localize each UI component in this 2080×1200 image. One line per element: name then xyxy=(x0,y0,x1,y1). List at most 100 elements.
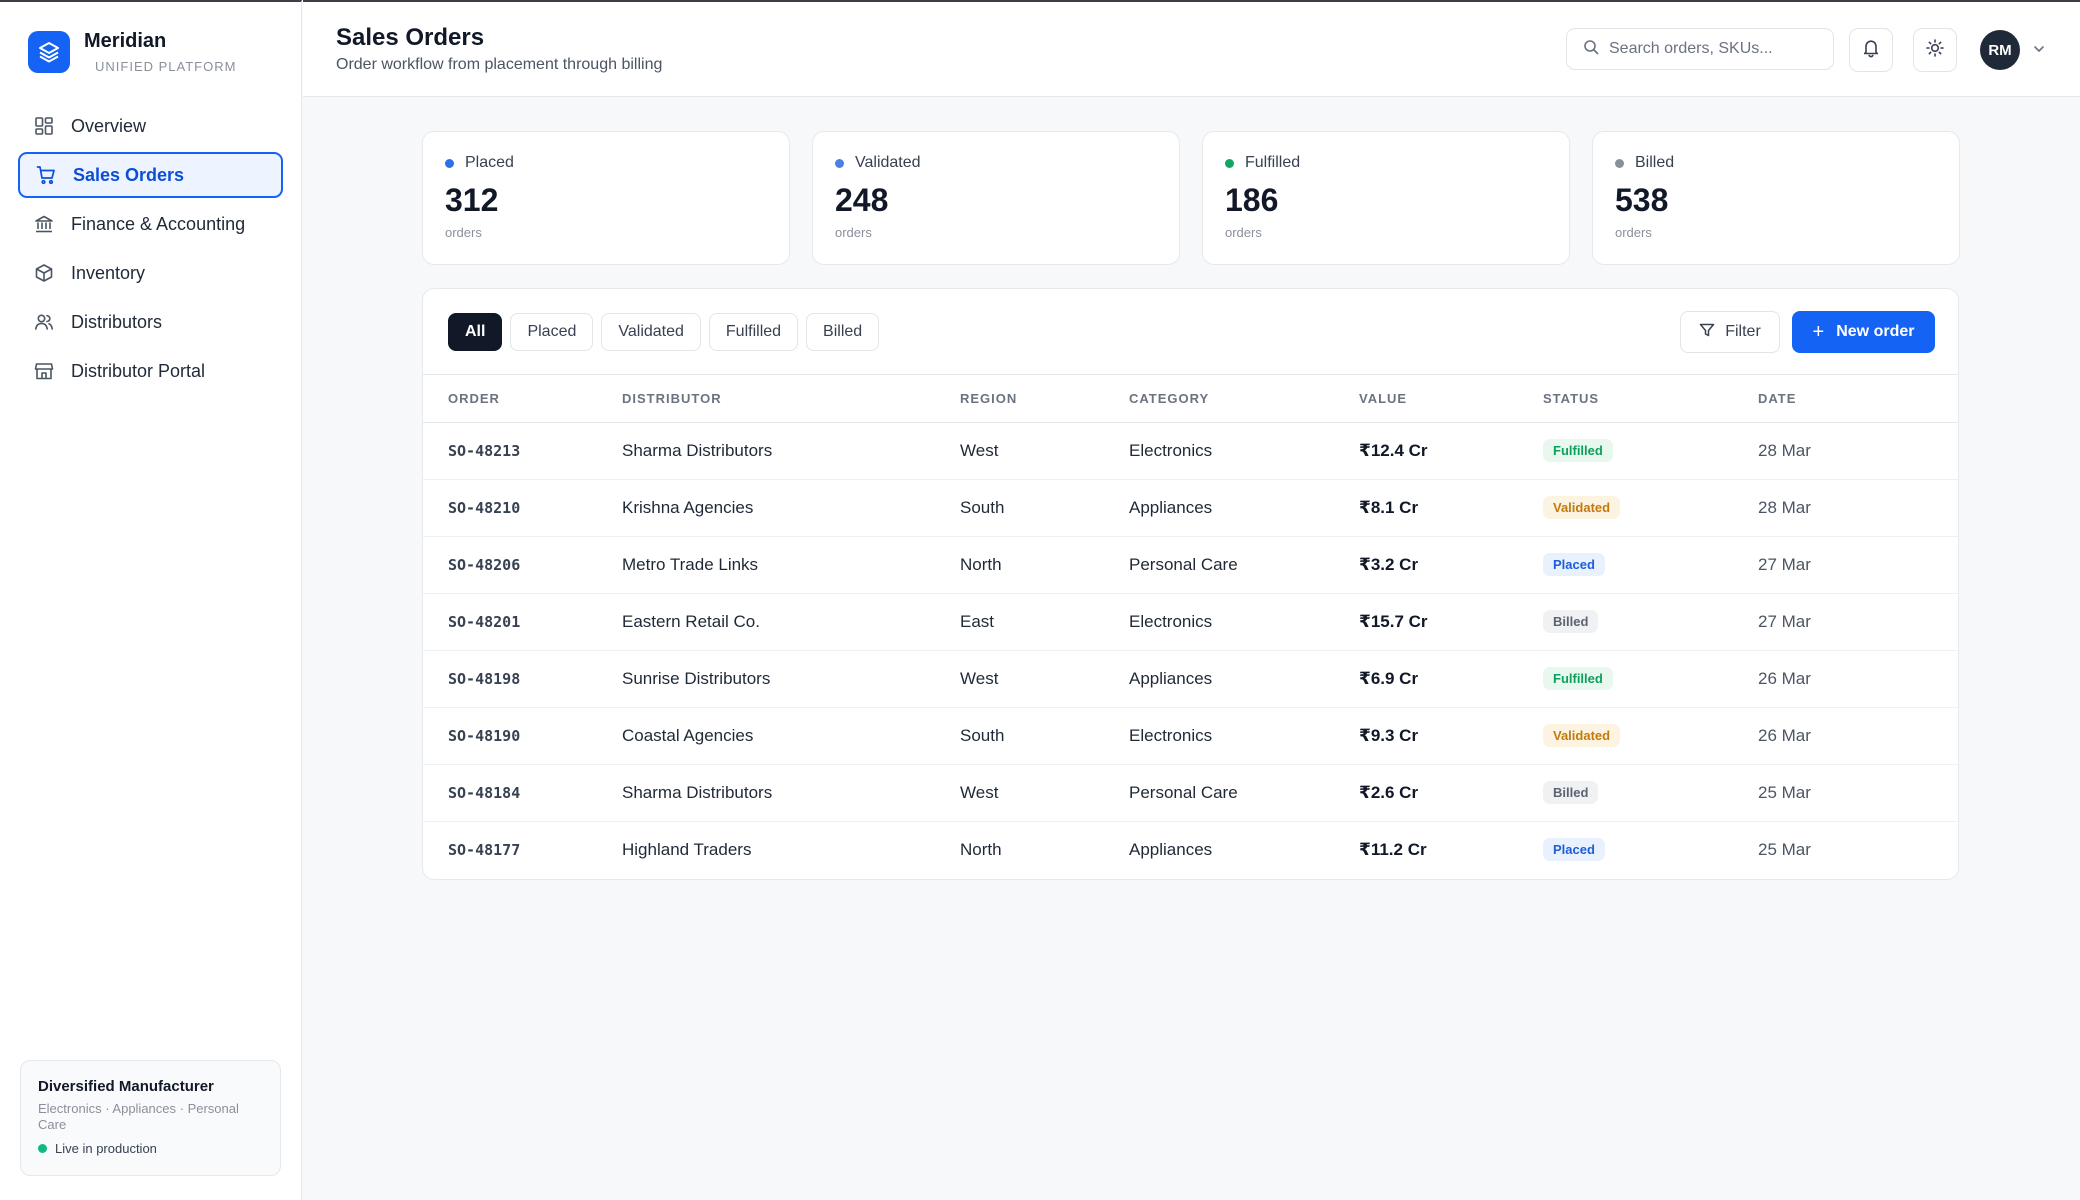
table-row[interactable]: SO-48213 Sharma Distributors West Electroni… xyxy=(423,422,1958,479)
filter-pill-validated[interactable]: Validated xyxy=(601,313,701,351)
filter-pill-billed[interactable]: Billed xyxy=(806,313,880,351)
category-cell: Electronics xyxy=(1129,440,1213,460)
order-id-cell[interactable]: SO-48198 xyxy=(448,669,521,688)
page-subtitle: Order workflow from placement through bi… xyxy=(336,56,663,73)
status-badge: Billed xyxy=(1543,781,1599,804)
stat-label: Placed xyxy=(445,154,767,172)
date-cell: 27 Mar xyxy=(1758,611,1811,631)
order-id-cell[interactable]: SO-48210 xyxy=(448,498,521,517)
status-dot xyxy=(1225,158,1234,168)
store-icon xyxy=(33,360,55,382)
sidebar-item-finance[interactable]: Finance & Accounting xyxy=(18,201,283,247)
sidebar-item-distributors[interactable]: Distributors xyxy=(18,299,283,345)
user-avatar[interactable]: RM xyxy=(1980,30,2020,70)
column-header-status[interactable]: STATUS xyxy=(1543,390,1600,406)
distributor-cell: Sunrise Distributors xyxy=(622,668,771,688)
status-cell: Billed xyxy=(1543,593,1758,650)
page-title: Sales Orders xyxy=(336,24,485,51)
order-id-cell[interactable]: SO-48206 xyxy=(448,555,521,574)
order-id-cell[interactable]: SO-48190 xyxy=(448,726,521,745)
order-stats: Placed 312 orders Validated 248 orders F… xyxy=(422,131,1982,265)
stat-card-validated[interactable]: Validated 248 orders xyxy=(812,131,1180,265)
filter-button[interactable]: Filter xyxy=(1680,311,1780,353)
org-status: Live in production xyxy=(38,1141,263,1156)
stat-value: 538 xyxy=(1615,182,1669,218)
filter-pill-fulfilled[interactable]: Fulfilled xyxy=(708,313,799,351)
status-badge: Fulfilled xyxy=(1543,439,1613,462)
search-box[interactable] xyxy=(1566,28,1834,70)
table-header-row: ORDER DISTRIBUTOR REGION CATEGORY VALUE … xyxy=(423,375,1958,422)
sidebar-item-label: Finance & Accounting xyxy=(71,213,246,234)
category-cell: Personal Care xyxy=(1129,782,1238,802)
filter-pill-placed[interactable]: Placed xyxy=(510,313,594,351)
brand-name: Meridian xyxy=(84,30,167,52)
brand[interactable]: Meridian UNIFIED PLATFORM xyxy=(28,30,236,74)
date-cell: 27 Mar xyxy=(1758,554,1811,574)
stat-value: 186 xyxy=(1225,182,1279,218)
sidebar-item-label: Distributors xyxy=(71,311,163,332)
new-order-button[interactable]: + New order xyxy=(1792,311,1935,353)
org-subtitle: Electronics · Appliances · Personal Care xyxy=(38,1101,239,1132)
column-header-region[interactable]: REGION xyxy=(960,390,1018,406)
stat-label-text: Fulfilled xyxy=(1245,154,1301,171)
cart-icon xyxy=(35,164,57,186)
status-filter-pills: All Placed Validated Fulfilled Billed xyxy=(448,313,887,351)
organization-card[interactable]: Diversified Manufacturer Electronics · A… xyxy=(20,1060,281,1176)
region-cell: North xyxy=(960,554,1002,574)
new-order-label: New order xyxy=(1836,323,1915,340)
value-cell: ₹12.4 Cr xyxy=(1359,440,1428,460)
order-id-cell[interactable]: SO-48177 xyxy=(448,840,521,859)
date-cell: 26 Mar xyxy=(1758,725,1811,745)
value-cell: ₹6.9 Cr xyxy=(1359,668,1419,688)
sidebar-item-label: Distributor Portal xyxy=(71,360,206,381)
order-id-cell[interactable]: SO-48184 xyxy=(448,783,521,802)
region-cell: South xyxy=(960,497,1005,517)
status-dot xyxy=(1615,158,1624,168)
region-cell: West xyxy=(960,668,999,688)
column-header-value[interactable]: VALUE xyxy=(1359,390,1408,406)
table-row[interactable]: SO-48210 Krishna Agencies South Appliances ₹… xyxy=(423,479,1958,536)
table-row[interactable]: SO-48198 Sunrise Distributors West Applianc… xyxy=(423,650,1958,707)
theme-toggle-button[interactable] xyxy=(1913,28,1957,72)
stat-label: Billed xyxy=(1615,154,1937,172)
table-row[interactable]: SO-48206 Metro Trade Links North Personal C… xyxy=(423,536,1958,593)
status-cell: Validated xyxy=(1543,707,1758,764)
column-header-order[interactable]: ORDER xyxy=(448,390,500,406)
category-cell: Appliances xyxy=(1129,839,1213,859)
table-row[interactable]: SO-48201 Eastern Retail Co. East Electronic… xyxy=(423,593,1958,650)
column-header-distributor[interactable]: DISTRIBUTOR xyxy=(622,390,722,406)
status-cell: Validated xyxy=(1543,479,1758,536)
date-cell: 26 Mar xyxy=(1758,668,1811,688)
sidebar-item-inventory[interactable]: Inventory xyxy=(18,250,283,296)
stat-card-billed[interactable]: Billed 538 orders xyxy=(1592,131,1960,265)
stat-unit: orders xyxy=(1615,225,1652,240)
stat-label: Fulfilled xyxy=(1225,154,1547,172)
status-cell: Fulfilled xyxy=(1543,650,1758,707)
date-cell: 28 Mar xyxy=(1758,440,1811,460)
filter-pill-all[interactable]: All xyxy=(448,313,503,351)
table-row[interactable]: SO-48190 Coastal Agencies South Electronics… xyxy=(423,707,1958,764)
filter-button-label: Filter xyxy=(1725,323,1761,340)
sidebar-item-distributor-portal[interactable]: Distributor Portal xyxy=(18,348,283,394)
orders-toolbar: All Placed Validated Fulfilled Billed Fi… xyxy=(423,289,1958,375)
column-header-date[interactable]: DATE xyxy=(1758,390,1797,406)
table-row[interactable]: SO-48177 Highland Traders North Appliances ₹… xyxy=(423,821,1958,878)
search-input[interactable] xyxy=(1609,40,1809,58)
distributor-cell: Highland Traders xyxy=(622,839,752,859)
order-id-cell[interactable]: SO-48213 xyxy=(448,441,521,460)
status-cell: Placed xyxy=(1543,536,1758,593)
stat-card-placed[interactable]: Placed 312 orders xyxy=(422,131,790,265)
notifications-button[interactable] xyxy=(1849,28,1893,72)
category-cell: Appliances xyxy=(1129,497,1213,517)
stat-card-fulfilled[interactable]: Fulfilled 186 orders xyxy=(1202,131,1570,265)
sidebar: Meridian UNIFIED PLATFORM Overview Sales… xyxy=(0,0,302,1200)
column-header-category[interactable]: CATEGORY xyxy=(1129,390,1210,406)
status-dot xyxy=(445,158,454,168)
value-cell: ₹3.2 Cr xyxy=(1359,554,1419,574)
table-row[interactable]: SO-48184 Sharma Distributors West Personal … xyxy=(423,764,1958,821)
status-badge: Placed xyxy=(1543,553,1605,576)
sidebar-item-sales-orders[interactable]: Sales Orders xyxy=(18,152,283,198)
sidebar-item-overview[interactable]: Overview xyxy=(18,103,283,149)
chevron-down-icon[interactable] xyxy=(2032,42,2046,61)
order-id-cell[interactable]: SO-48201 xyxy=(448,612,521,631)
